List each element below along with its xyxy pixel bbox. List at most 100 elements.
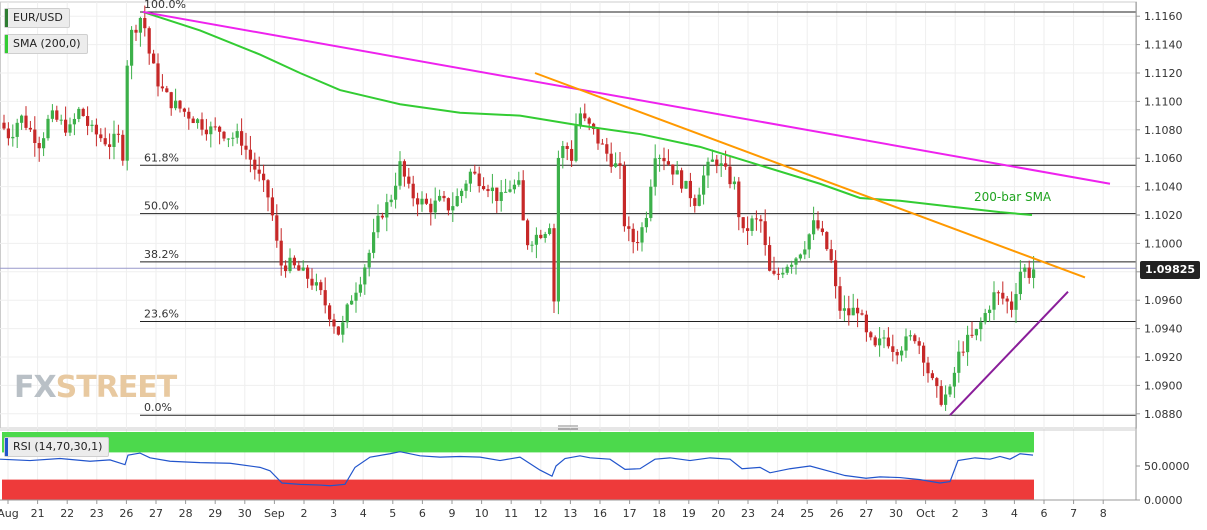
date-tick-label: 4 [360, 507, 367, 520]
date-tick-label: 28 [179, 507, 193, 520]
candle-body [275, 215, 279, 241]
candle-body [570, 148, 574, 161]
candle-body [776, 273, 780, 275]
candle-body [200, 119, 204, 130]
candle-body [983, 312, 987, 323]
candle-body [860, 313, 864, 315]
candle-body [534, 234, 538, 245]
candle-body [442, 195, 446, 199]
candle-body [961, 351, 965, 353]
candle-body [42, 138, 46, 149]
candle-body [178, 100, 182, 109]
price-tick-label: 1.1000 [1144, 237, 1183, 250]
candle-body [917, 341, 921, 346]
price-tick-label: 1.1140 [1144, 39, 1183, 52]
candle-body [517, 180, 521, 185]
candle-body [130, 29, 134, 66]
candle-body [99, 134, 103, 139]
candle-body [134, 29, 138, 33]
candle-body [24, 115, 28, 128]
candle-body [6, 128, 10, 139]
candle-body [816, 220, 820, 229]
candle-body [248, 149, 252, 160]
fib-level-label: 38.2% [144, 248, 179, 261]
candle-body [900, 350, 904, 356]
date-tick-label: 2 [301, 507, 308, 520]
candle-body [262, 173, 266, 181]
candle-body [156, 63, 160, 87]
candle-body [1010, 301, 1014, 310]
candle-body [592, 123, 596, 129]
candle-body [543, 233, 547, 239]
candle-body [112, 133, 116, 147]
candle-body [825, 232, 829, 250]
candle-body [473, 171, 477, 174]
date-tick-label: Oct [916, 507, 936, 520]
candle-body [451, 206, 455, 211]
candle-body [15, 122, 19, 137]
candle-body [50, 110, 54, 119]
candle-body [160, 86, 164, 89]
date-tick-label: 22 [60, 507, 74, 520]
rsi-overbought-band [2, 432, 1034, 453]
candle-body [754, 218, 758, 220]
candle-body [530, 244, 534, 246]
candle-body [561, 146, 565, 158]
candle-body [979, 322, 983, 330]
candle-body [578, 113, 582, 126]
candle-body [886, 337, 890, 347]
rising-support-trendline [949, 290, 1069, 416]
candle-body [490, 187, 494, 192]
candle-body [332, 319, 336, 327]
candle-body [644, 217, 648, 228]
candle-body [169, 92, 173, 109]
candle-body [446, 198, 450, 211]
candle-body [719, 163, 723, 167]
date-tick-label: 27 [859, 507, 873, 520]
candle-body [1005, 298, 1009, 302]
rsi-indicator-label[interactable]: RSI (14,70,30,1) [4, 437, 110, 457]
candle-body [270, 197, 274, 216]
date-tick-label: 3 [981, 507, 988, 520]
candle-body [411, 183, 415, 199]
candle-body [213, 126, 217, 128]
date-tick-label: 17 [623, 507, 637, 520]
candle-body [768, 245, 772, 271]
candle-body [323, 290, 327, 306]
price-tick-label: 1.1060 [1144, 152, 1183, 165]
candle-body [710, 159, 714, 162]
candle-body [1014, 294, 1018, 310]
candle-body [944, 394, 948, 405]
price-tick-label: 1.0940 [1144, 323, 1183, 336]
candle-body [992, 292, 996, 310]
candle-body [495, 187, 499, 201]
candle-body [781, 272, 785, 275]
candle-body [922, 345, 926, 363]
candle-body [209, 126, 213, 135]
candle-body [424, 198, 428, 204]
candle-body [20, 115, 24, 123]
candle-body [231, 137, 235, 139]
current-price-tag: 1.09825 [1140, 261, 1200, 279]
symbol-label[interactable]: EUR/USD [4, 8, 70, 28]
candle-body [675, 170, 679, 175]
fib-level-label: 23.6% [144, 308, 179, 321]
candle-body [328, 305, 332, 320]
candle-body [666, 161, 670, 165]
candle-body [790, 264, 794, 267]
date-tick-label: 23 [90, 507, 104, 520]
sma-indicator-label[interactable]: SMA (200,0) [4, 34, 88, 54]
candle-body [235, 131, 239, 138]
date-tick-label: 25 [800, 507, 814, 520]
price-tick-label: 1.1160 [1144, 10, 1183, 23]
candle-body [693, 198, 697, 206]
candle-body [812, 220, 816, 235]
date-tick-label: 6 [419, 507, 426, 520]
price-tick-label: 1.0960 [1144, 294, 1183, 307]
candle-body [556, 157, 560, 302]
candle-body [433, 200, 437, 213]
candle-body [763, 221, 767, 246]
candle-body [605, 144, 609, 154]
candle-body [864, 314, 868, 333]
